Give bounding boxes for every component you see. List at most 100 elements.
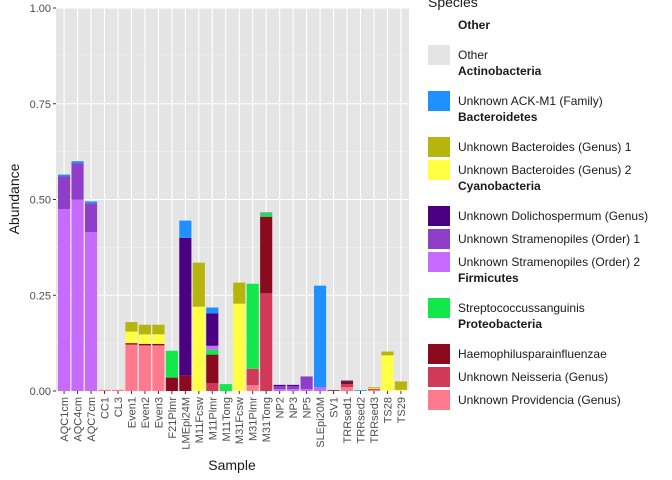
- bar-segment: [206, 383, 219, 391]
- x-tick-label: TS28: [382, 397, 394, 423]
- x-tick-label: SV1: [329, 397, 341, 418]
- bar-segment: [233, 303, 246, 391]
- bar-segment: [165, 350, 178, 378]
- bar-segment: [179, 220, 192, 238]
- bar-segment: [327, 390, 340, 391]
- legend-group-title: Proteobacteria: [458, 317, 542, 331]
- bar-segment: [84, 232, 98, 391]
- x-tick-label: CC1: [100, 397, 112, 419]
- legend-key: [428, 160, 450, 180]
- bar-segment: [152, 345, 165, 391]
- x-tick-label: Even2: [140, 397, 152, 428]
- bar-segment: [125, 322, 138, 332]
- legend-key: [428, 229, 450, 249]
- bar-segment: [206, 313, 219, 346]
- legend-label: Streptococcussanguinis: [458, 301, 585, 315]
- bar-segment: [260, 293, 273, 391]
- bar-segment: [394, 389, 407, 391]
- x-tick-label: TS29: [396, 397, 408, 423]
- bar-segment: [273, 386, 286, 390]
- y-tick-label: 1.00: [30, 3, 51, 15]
- legend-key: [428, 91, 450, 111]
- bar-segment: [84, 201, 98, 204]
- bar-segment: [71, 199, 84, 391]
- bar-segment: [381, 355, 394, 391]
- legend-key: [428, 206, 450, 226]
- bar-segment: [152, 343, 165, 346]
- legend-group-title: Other: [458, 18, 490, 32]
- bar-segment: [179, 237, 192, 376]
- legend-key: [428, 252, 450, 272]
- bar-segment: [192, 262, 205, 307]
- bar-segment: [394, 381, 407, 390]
- legend-label: Unknown Neisseria (Genus): [458, 370, 608, 384]
- bar-segment: [340, 387, 354, 391]
- legend-title: Species: [428, 0, 478, 10]
- bar-segment: [367, 387, 381, 389]
- bar-segment: [314, 285, 327, 388]
- bar-segment: [125, 331, 138, 344]
- bar-segment: [84, 203, 98, 233]
- bar-segment: [138, 324, 151, 335]
- x-tick-label: M31Plmr: [248, 397, 260, 441]
- bar-segment: [98, 389, 111, 391]
- legend-group-title: Bacteroidetes: [458, 110, 538, 124]
- bar-segment: [71, 163, 84, 200]
- bar-segment: [381, 351, 394, 356]
- legend-label: Unknown Stramenopiles (Order) 1: [458, 232, 640, 246]
- bar-segment: [287, 384, 300, 387]
- bar-segment: [125, 343, 138, 345]
- bar-segment: [58, 209, 71, 391]
- bar-segment: [165, 377, 178, 391]
- x-tick-label: AQC1cm: [59, 397, 71, 442]
- legend-key: [428, 367, 450, 387]
- bar-segment: [138, 345, 151, 346]
- bar-segment: [58, 174, 71, 177]
- y-axis-ticks: 0.00 0.25 0.50 0.75 1.00: [30, 3, 56, 398]
- x-tick-label: M11Plmr: [207, 397, 219, 441]
- x-tick-label: Even1: [126, 397, 138, 428]
- legend-label: Unknown Providencia (Genus): [458, 393, 621, 407]
- legend-label: Other: [458, 48, 488, 62]
- bar-segment: [206, 307, 219, 314]
- legend-key: [428, 45, 450, 65]
- x-tick-label: M11Fcsw: [194, 397, 206, 443]
- legend-label: Unknown Bacteroides (Genus) 2: [458, 163, 632, 177]
- bar-segment: [111, 389, 125, 391]
- legend-key: [428, 137, 450, 157]
- y-axis-title: Abundance: [6, 163, 22, 234]
- bar-segment: [340, 381, 354, 385]
- bar-segment: [287, 386, 300, 390]
- x-tick-label: Even3: [153, 397, 165, 428]
- bar-segment: [340, 380, 354, 382]
- x-tick-label: NP2: [275, 397, 287, 418]
- bar-segment: [260, 216, 273, 294]
- x-tick-label: NP3: [288, 397, 300, 418]
- legend-key: [428, 298, 450, 318]
- x-tick-label: SLEpi20M: [315, 397, 327, 448]
- bar-segment: [287, 389, 300, 391]
- bar-segment: [125, 344, 138, 346]
- legend-label: Unknown Dolichospermum (Genus): [458, 209, 648, 223]
- bar-segment: [246, 385, 259, 391]
- x-tick-label: M11Tong: [221, 397, 233, 441]
- x-tick-label: F21Plmr: [167, 397, 179, 439]
- bar-segment: [300, 389, 313, 391]
- bars: [58, 161, 407, 391]
- x-tick-label: TRRsed2: [355, 397, 367, 443]
- x-tick-label: AQC7cm: [86, 397, 98, 442]
- bar-segment: [367, 387, 381, 388]
- bar-segment: [273, 384, 286, 387]
- legend-key: [428, 344, 450, 364]
- bar-segment: [125, 345, 138, 391]
- bar-segment: [152, 345, 165, 346]
- legend-label: Haemophilusparainfluenzae: [458, 347, 607, 361]
- y-tick-label: 0.75: [30, 99, 51, 111]
- bar-segment: [260, 212, 273, 213]
- bar-segment: [273, 389, 286, 391]
- bar-segment: [206, 345, 219, 350]
- bar-segment: [138, 334, 151, 344]
- bar-segment: [219, 384, 232, 391]
- x-axis-ticks: AQC1cm AQC4cm AQC7cm CC1 CL3 Even1 Even2 Even3 F…: [59, 391, 408, 450]
